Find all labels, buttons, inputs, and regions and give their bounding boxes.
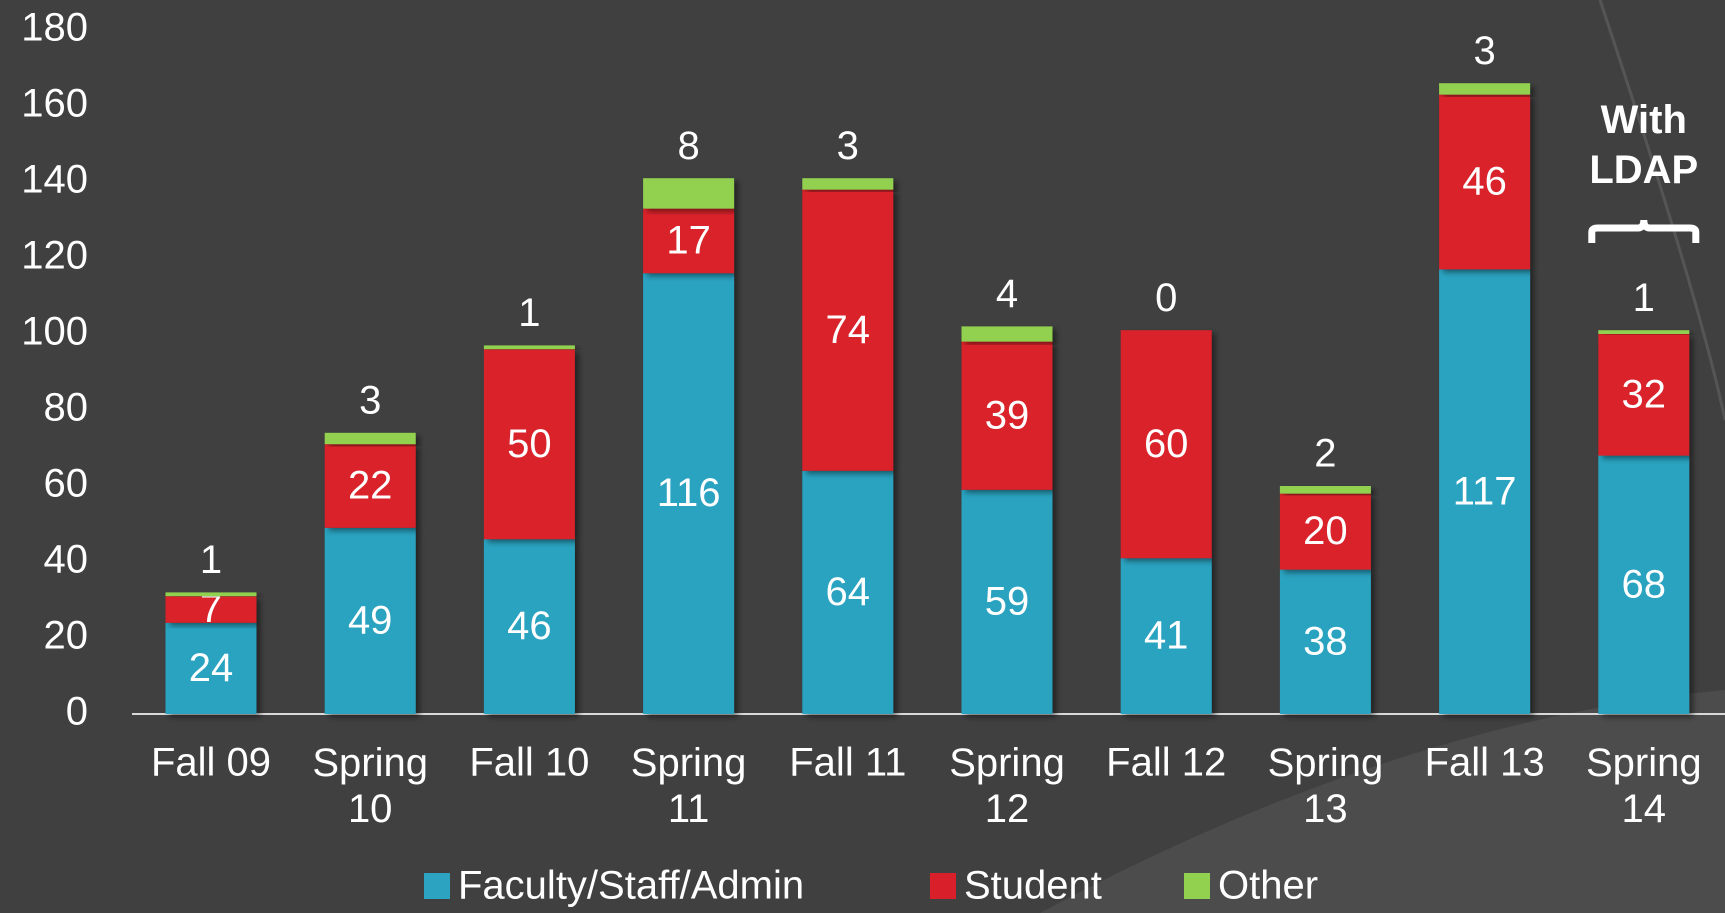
data-label: 2 <box>1314 432 1336 476</box>
legend-swatch <box>1184 873 1210 899</box>
data-label: 20 <box>1303 509 1348 553</box>
bar-segment <box>1439 94 1531 270</box>
legend-label: Faculty/Staff/Admin <box>458 864 804 908</box>
bar-segment <box>1598 330 1690 334</box>
x-tick-label: Spring 12 <box>949 741 1065 831</box>
bar-segment <box>165 596 257 623</box>
y-tick-label: 100 <box>21 310 88 354</box>
data-label: 1 <box>200 538 222 582</box>
data-label: 68 <box>1622 562 1667 606</box>
bar-segment <box>483 539 575 714</box>
data-label: 7 <box>200 587 222 631</box>
data-label: 46 <box>507 604 552 648</box>
legend-swatch <box>930 873 956 899</box>
data-label: 32 <box>1622 372 1667 416</box>
bar-segment <box>324 527 416 714</box>
bar-segment <box>1120 558 1212 714</box>
data-label: 24 <box>189 646 234 690</box>
x-tick-label: Fall 09 <box>151 741 271 785</box>
bar-segment <box>483 345 575 350</box>
bar-segment <box>961 326 1053 342</box>
x-tick-label: Fall 13 <box>1425 741 1545 785</box>
data-label: 50 <box>507 422 552 466</box>
y-tick-label: 160 <box>21 82 88 126</box>
y-tick-label: 0 <box>66 690 88 734</box>
bar-segment <box>961 489 1053 714</box>
bar-segment <box>1279 486 1371 494</box>
x-tick-label: Spring 13 <box>1268 741 1384 831</box>
bar-segment <box>1439 269 1531 714</box>
x-tick-label: Fall 10 <box>469 741 589 785</box>
y-tick-label: 20 <box>44 614 89 658</box>
y-tick-label: 60 <box>44 462 89 506</box>
bar-segment <box>1598 455 1690 714</box>
data-label: 4 <box>996 272 1018 316</box>
annotation: With LDAP <box>1589 98 1698 192</box>
data-label: 3 <box>359 378 381 422</box>
y-tick-label: 180 <box>21 6 88 50</box>
data-label: 46 <box>1462 160 1507 204</box>
x-tick-label: Fall 12 <box>1106 741 1226 785</box>
data-label: 8 <box>677 124 699 168</box>
bar-segment <box>165 592 257 597</box>
bar-segment <box>165 622 257 714</box>
y-tick-label: 40 <box>44 538 89 582</box>
y-tick-label: 80 <box>44 386 89 430</box>
data-label: 1 <box>1633 276 1655 320</box>
bar-segment <box>324 432 416 445</box>
data-label: 117 <box>1453 469 1517 513</box>
x-tick-label: Spring 14 <box>1586 741 1702 831</box>
bar-segment <box>1279 569 1371 714</box>
data-label: 49 <box>348 598 393 642</box>
bar-segment <box>483 349 575 540</box>
background-swoosh <box>1040 690 1725 913</box>
bar-segment <box>1598 334 1690 456</box>
annotation-bracket <box>1588 219 1700 243</box>
bar-segment <box>1439 83 1531 95</box>
data-label: 39 <box>985 393 1030 437</box>
data-label: 22 <box>348 464 393 508</box>
bar-segment <box>961 341 1053 490</box>
bar-segment <box>802 470 894 714</box>
x-tick-label: Spring 10 <box>312 741 428 831</box>
data-label: 116 <box>657 471 721 515</box>
bar-segment <box>802 189 894 471</box>
bar-segment <box>802 178 894 190</box>
data-label: 0 <box>1155 276 1177 320</box>
bar-segment <box>643 273 735 714</box>
data-label: 74 <box>826 308 871 352</box>
bar-segment <box>324 444 416 528</box>
legend-swatch <box>424 873 450 899</box>
data-label: 38 <box>1303 619 1348 663</box>
data-label: 41 <box>1144 614 1189 658</box>
bar-segment <box>643 178 735 209</box>
bar-segment <box>643 208 735 274</box>
bar-segment <box>1120 330 1212 559</box>
x-tick-label: Fall 11 <box>789 741 906 785</box>
data-label: 3 <box>837 124 859 168</box>
background-arc <box>1598 0 1725 421</box>
y-tick-label: 120 <box>21 234 88 278</box>
data-label: 17 <box>666 218 711 262</box>
legend-label: Other <box>1218 864 1318 908</box>
legend-label: Student <box>964 864 1102 908</box>
data-label: 1 <box>518 291 540 335</box>
x-tick-label: Spring 11 <box>631 741 747 831</box>
y-tick-label: 140 <box>21 158 88 202</box>
data-label: 59 <box>985 579 1030 623</box>
data-label: 60 <box>1144 422 1189 466</box>
data-label: 3 <box>1473 29 1495 73</box>
bar-segment <box>1279 493 1371 570</box>
data-label: 64 <box>826 570 871 614</box>
